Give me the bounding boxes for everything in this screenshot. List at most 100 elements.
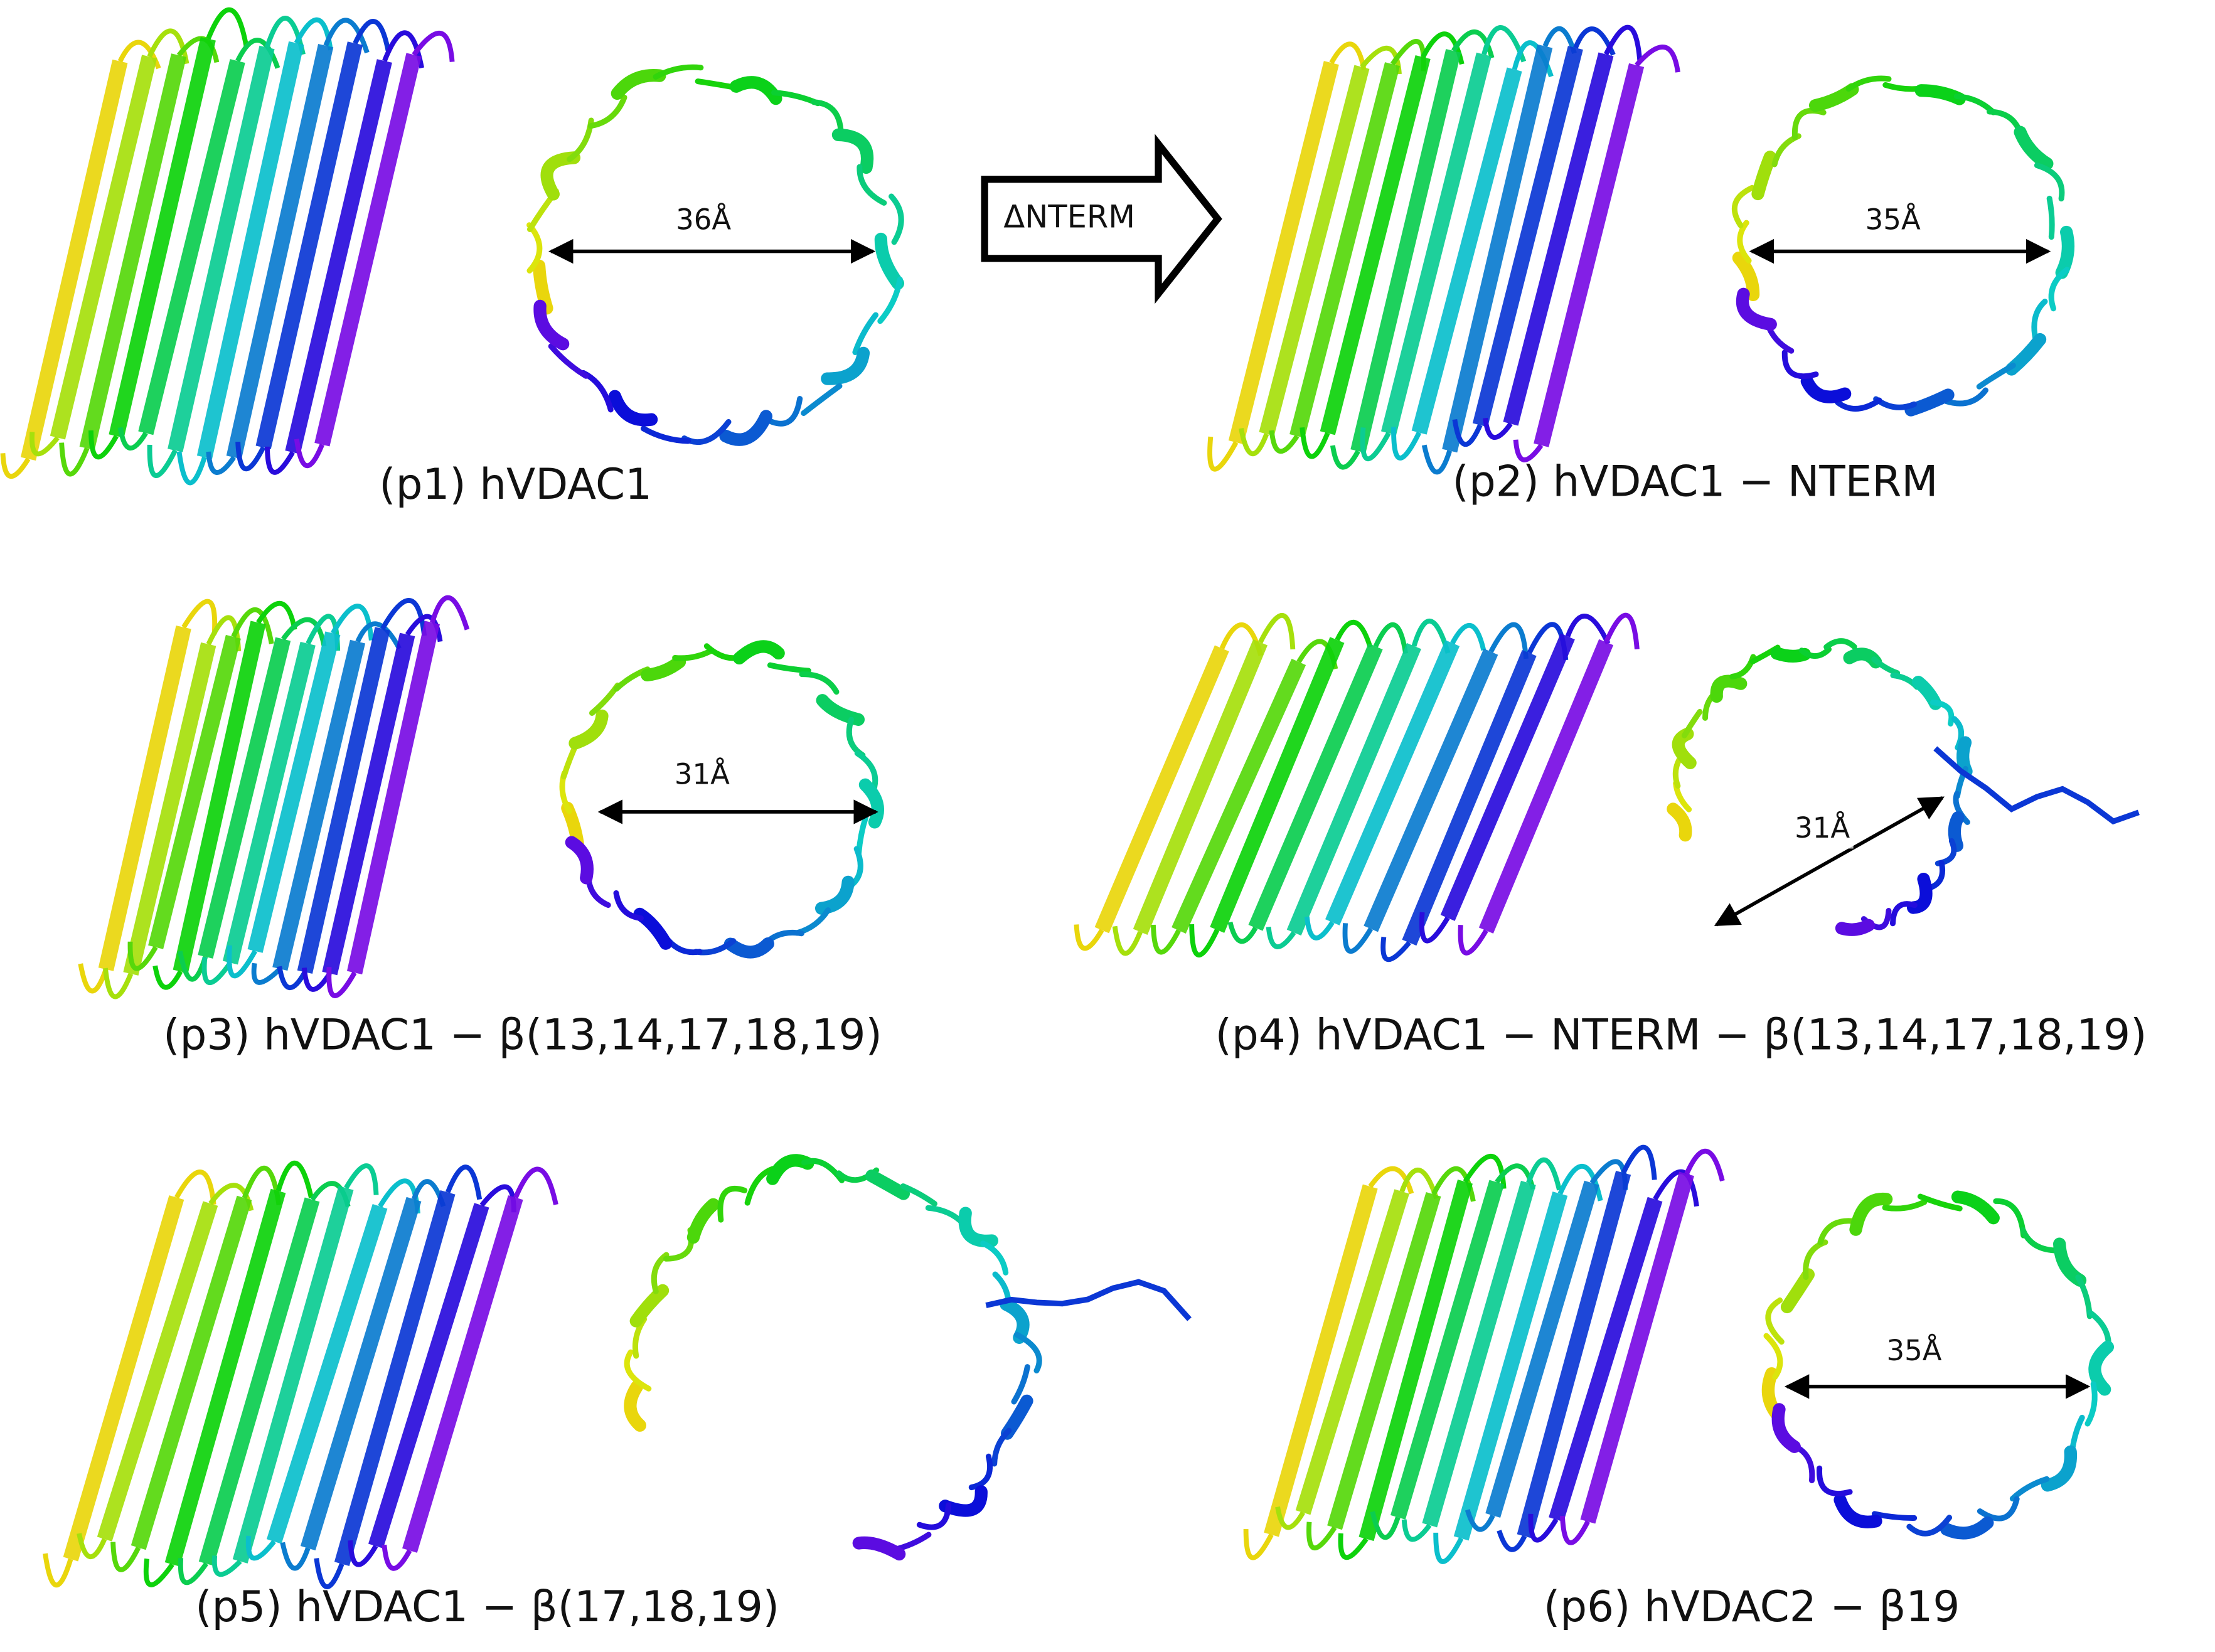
- loop: [1266, 926, 1296, 949]
- beta-strand: [272, 639, 366, 971]
- loop: [1335, 619, 1373, 648]
- beta-strand: [1358, 1180, 1473, 1542]
- ring-segment: [865, 1170, 910, 1200]
- loop: [1306, 1521, 1337, 1551]
- beta-strand: [20, 59, 128, 461]
- panel-caption: (p1) hVDAC1: [379, 459, 652, 509]
- loop: [206, 451, 237, 475]
- loop: [29, 432, 60, 457]
- loop: [117, 427, 148, 450]
- measurement-label: 31Å: [675, 758, 730, 791]
- ring-segment: [587, 94, 627, 129]
- loop: [43, 1553, 73, 1588]
- beta-strand: [322, 632, 415, 976]
- ring-segment: [2084, 1381, 2098, 1427]
- measurement-label: 35Å: [1865, 203, 1921, 236]
- loop: [1653, 1169, 1699, 1207]
- loop: [1621, 1144, 1657, 1180]
- ring-segment: [821, 346, 870, 385]
- ring-segment: [1833, 1493, 1882, 1528]
- beta-strand: [1442, 44, 1553, 453]
- beta-strand: [222, 641, 316, 965]
- beta-strand: [1364, 648, 1498, 932]
- loop: [1419, 912, 1450, 944]
- loop: [1258, 613, 1296, 650]
- loop: [176, 451, 207, 486]
- ring-segment: [900, 1183, 937, 1207]
- loop: [152, 965, 183, 990]
- ring-segment: [916, 1502, 952, 1530]
- ring-segment: [1737, 220, 1752, 264]
- ring-segment: [719, 410, 772, 446]
- beta-strand: [97, 1201, 218, 1542]
- ring-segment: [1817, 1218, 1859, 1245]
- beta-strand: [1422, 1180, 1536, 1528]
- loop: [382, 30, 424, 69]
- loop: [59, 442, 90, 477]
- ring-segment: [540, 151, 581, 201]
- ring-segment: [1835, 919, 1875, 936]
- beta-strand: [164, 1188, 286, 1567]
- ring-segment: [801, 1158, 845, 1183]
- loop: [314, 1558, 344, 1589]
- loop: [1483, 417, 1513, 440]
- label-bg: [672, 203, 735, 240]
- loop: [1338, 1533, 1369, 1560]
- beta-strand: [50, 55, 157, 440]
- loop: [201, 957, 233, 985]
- loop: [1497, 1530, 1527, 1552]
- loop: [301, 967, 332, 992]
- ring-segment: [1935, 838, 1957, 866]
- ring-segment: [653, 64, 704, 80]
- ring-segment: [1993, 1198, 2027, 1239]
- ring-segment: [814, 875, 855, 915]
- beta-strand: [1248, 643, 1383, 931]
- ring-segment: [744, 1166, 776, 1206]
- loop: [1329, 41, 1367, 71]
- panel-caption: (p4) hVDAC1 − NTERM − β(13,14,17,18,19): [1215, 1010, 2147, 1060]
- beta-strand: [1453, 1191, 1568, 1541]
- beta-strand: [198, 637, 291, 959]
- beta-strand: [346, 621, 440, 974]
- ring-segment: [854, 750, 878, 791]
- beta-strand: [198, 1197, 320, 1566]
- beta-strand: [168, 45, 275, 452]
- beta-strand: [1503, 52, 1614, 426]
- ring-segment: [548, 343, 589, 379]
- transition-label: ΔNTERM: [1003, 198, 1135, 235]
- beta-strand: [1289, 62, 1401, 439]
- beta-strand: [138, 59, 245, 435]
- beta-strand: [1327, 1191, 1441, 1530]
- loop: [1207, 436, 1239, 472]
- loop: [77, 1533, 107, 1560]
- beta-strand: [1402, 650, 1537, 946]
- loop: [1269, 430, 1300, 454]
- ring-segment: [651, 1252, 670, 1294]
- panel-caption: (p6) hVDAC2 − β19: [1544, 1582, 1960, 1631]
- beta-strand: [1350, 49, 1461, 453]
- loop: [1243, 1529, 1274, 1560]
- ring-segment: [1835, 397, 1882, 412]
- ring-segment: [852, 312, 879, 355]
- ring-segment: [1000, 1298, 1030, 1344]
- loop: [326, 967, 357, 998]
- loop: [1465, 1509, 1495, 1532]
- loop: [294, 439, 324, 469]
- loop: [1239, 427, 1269, 457]
- ring-segment: [1808, 83, 1859, 112]
- loop: [1342, 923, 1374, 954]
- loop: [1370, 1511, 1401, 1540]
- loop: [1433, 1532, 1464, 1564]
- beta-strand: [1172, 658, 1306, 934]
- beta-strand: [368, 1203, 489, 1548]
- loop: [344, 1163, 379, 1195]
- loop: [174, 1170, 216, 1205]
- beta-strand: [226, 44, 334, 459]
- ring-segment: [1926, 860, 1946, 891]
- ring-segment: [2034, 163, 2065, 202]
- beta-strand: [1390, 1180, 1505, 1520]
- ring-segment: [1681, 708, 1703, 738]
- loop: [251, 962, 282, 985]
- beta-strand: [266, 1204, 388, 1544]
